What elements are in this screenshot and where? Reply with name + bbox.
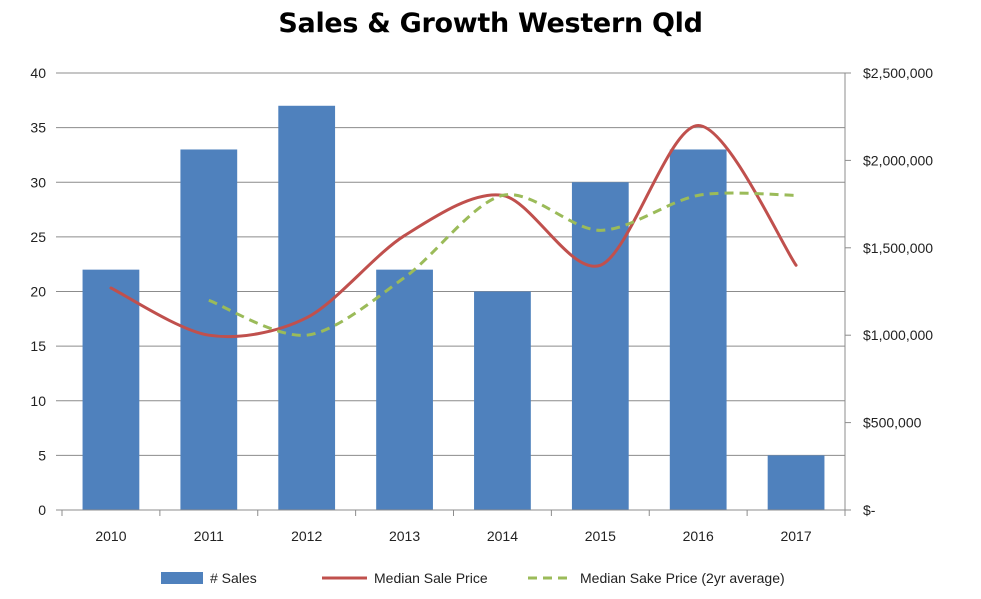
y-left-tick-label: 10 <box>30 393 46 409</box>
x-tick-label: 2014 <box>487 528 518 544</box>
y-right-tick-label: $2,500,000 <box>863 65 933 81</box>
y-right-tick-label: $1,000,000 <box>863 327 933 343</box>
y-right-tick-label: $- <box>863 502 876 518</box>
bar-2013 <box>376 269 433 510</box>
y-left-tick-label: 20 <box>30 284 46 300</box>
line-series <box>109 123 798 339</box>
legend: # Sales Median Sale Price Median Sake Pric… <box>161 570 785 586</box>
legend-label: Median Sale Price <box>374 570 488 586</box>
bar-2010 <box>82 269 140 510</box>
y-left-tick-label: 30 <box>30 174 46 190</box>
x-tick-label: 2016 <box>683 528 714 544</box>
y-left-tick-label: 5 <box>38 447 46 463</box>
legend-label: # Sales <box>210 570 257 586</box>
axes: 0 5 10 15 20 25 30 35 40 $- $500,000 $1,000,000 $1,5… <box>30 65 933 544</box>
x-tick-label: 2011 <box>194 528 224 544</box>
legend-swatch-bar <box>161 572 203 584</box>
bar-2014 <box>474 291 531 510</box>
bar-series <box>82 105 825 511</box>
chart-title: Sales & Growth Western Qld <box>278 8 703 39</box>
line-series-2 <box>208 191 797 337</box>
x-tick-label: 2017 <box>780 528 811 544</box>
bar-2016 <box>669 149 727 510</box>
gridlines <box>62 72 845 456</box>
bar-2012 <box>278 105 336 511</box>
x-tick-label: 2010 <box>95 528 126 544</box>
y-left-tick-label: 40 <box>30 65 46 81</box>
y-left-tick-label: 0 <box>38 502 46 518</box>
y-left-tick-label: 15 <box>30 338 46 354</box>
bar-2017 <box>767 455 825 510</box>
y-left-tick-label: 25 <box>30 229 46 245</box>
y-right-tick-label: $2,000,000 <box>863 152 933 168</box>
y-right-tick-label: $1,500,000 <box>863 240 933 256</box>
x-tick-label: 2015 <box>585 528 616 544</box>
x-tick-label: 2012 <box>291 528 322 544</box>
legend-label: Median Sake Price (2yr average) <box>580 570 785 586</box>
line-series-1 <box>109 123 798 339</box>
y-right-tick-label: $500,000 <box>863 415 922 431</box>
x-tick-label: 2013 <box>389 528 420 544</box>
y-left-tick-label: 35 <box>30 120 46 136</box>
bar-2015 <box>571 182 629 510</box>
